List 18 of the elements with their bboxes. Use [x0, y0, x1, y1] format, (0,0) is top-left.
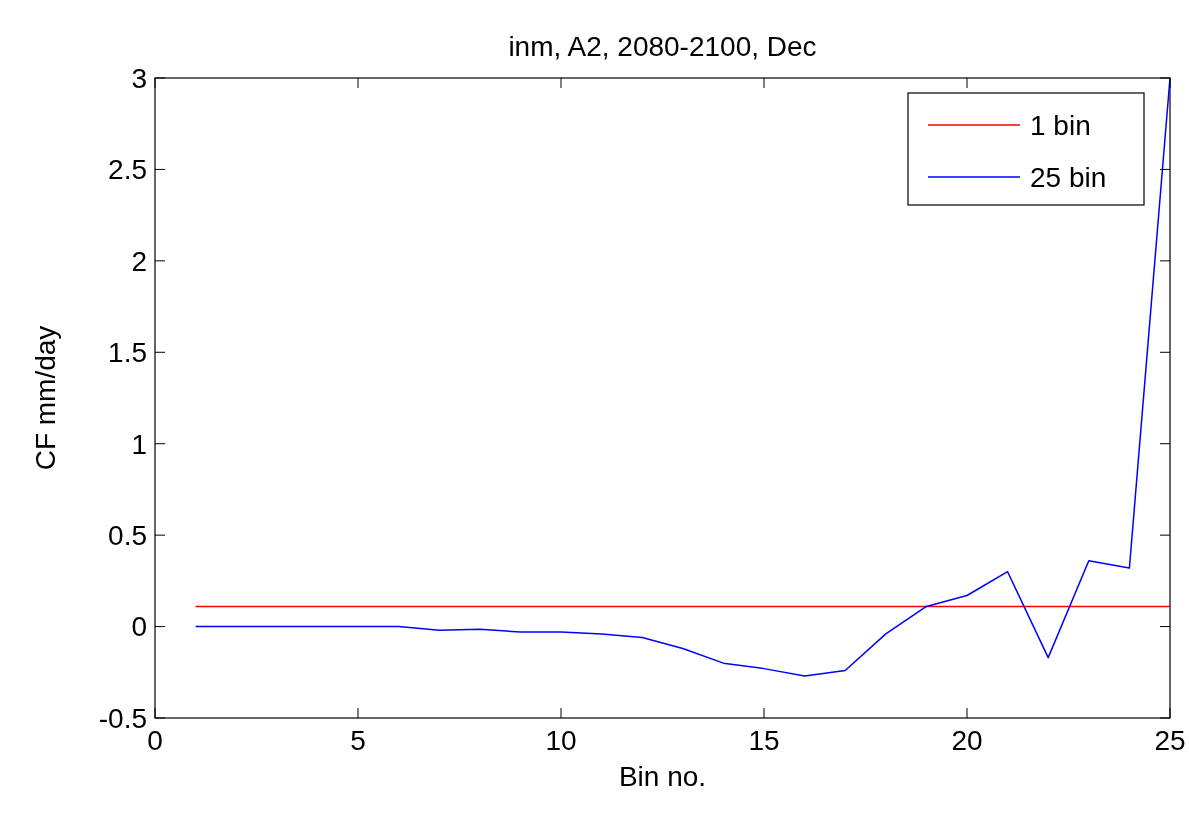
legend-label: 1 bin [1030, 109, 1091, 141]
y-tick-label: 3 [131, 62, 147, 94]
legend-label: 25 bin [1030, 161, 1107, 193]
y-tick-label: 2 [131, 245, 147, 277]
y-axis-title: CF mm/day [30, 325, 61, 471]
x-tick-label: 10 [545, 725, 577, 756]
y-tick-label: 0.5 [108, 519, 147, 551]
y-tick-label: 2.5 [108, 154, 147, 186]
x-tick-label: 20 [951, 725, 983, 756]
y-tick-label: 0 [131, 611, 147, 643]
chart-title: inm, A2, 2080-2100, Dec [508, 31, 817, 62]
x-tick-label: 5 [350, 725, 366, 756]
x-tick-label: 25 [1154, 725, 1186, 756]
x-tick-label: 15 [748, 725, 780, 756]
y-tick-label: -0.5 [98, 702, 147, 734]
y-tick-label: 1 [131, 428, 147, 460]
y-tick-label: 1.5 [108, 337, 147, 369]
x-axis-title: Bin no. [618, 761, 707, 792]
